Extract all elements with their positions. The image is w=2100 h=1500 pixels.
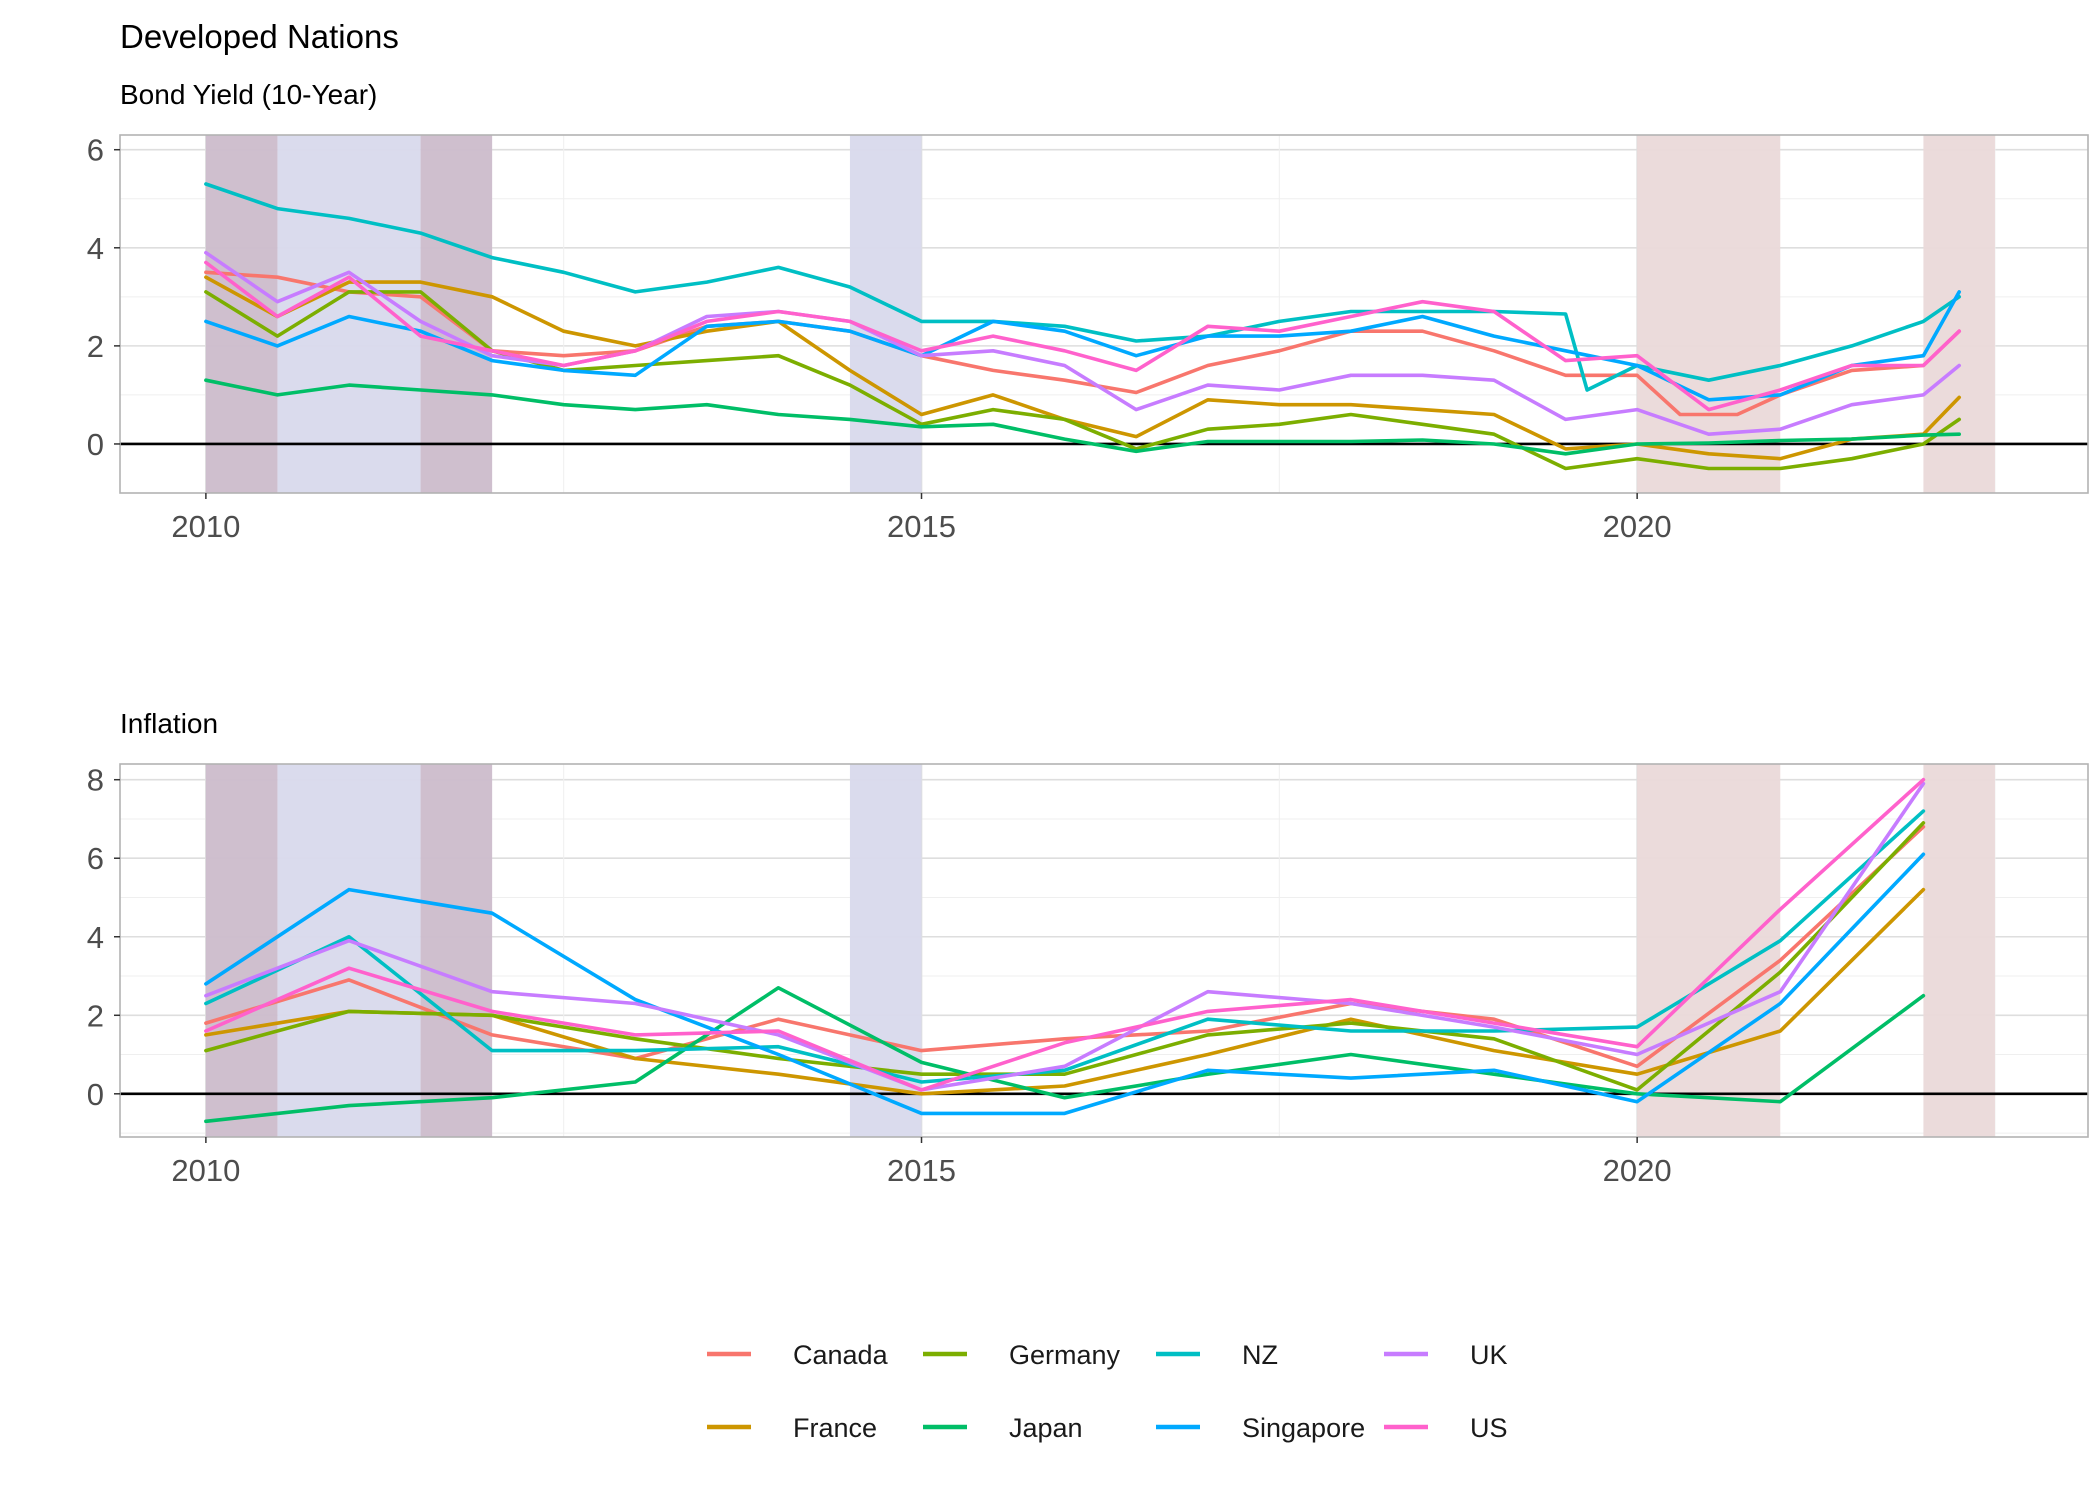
shaded-periods — [205, 764, 1995, 1137]
x-tick-label: 2015 — [887, 509, 956, 544]
legend-label: France — [793, 1413, 877, 1443]
legend-label: Japan — [1009, 1413, 1083, 1443]
series-line-uk — [204, 250, 1961, 436]
legend-label: US — [1470, 1413, 1508, 1443]
series-line-france — [204, 275, 1961, 461]
shade-mixed — [420, 135, 493, 493]
series-line-uk — [204, 781, 1926, 1092]
legend-item-germany: Germany — [923, 1340, 1121, 1370]
panel-1: 0 2 4 6 8 2010 2015 2020 — [87, 763, 2089, 1188]
legend: Canada France Germany Japan NZ Singapore UK US — [707, 1340, 1508, 1443]
legend-label: NZ — [1242, 1340, 1278, 1370]
legend-item-canada: Canada — [707, 1340, 889, 1370]
panel-0: 0 2 4 6 2010 2015 2020 — [87, 133, 2089, 544]
legend-item-uk: UK — [1384, 1340, 1508, 1370]
series-line-germany — [204, 821, 1926, 1092]
shade-red — [1637, 764, 1781, 1137]
y-tick-label: 0 — [87, 1077, 104, 1112]
shade-mixed — [420, 764, 493, 1137]
legend-item-nz: NZ — [1156, 1340, 1278, 1370]
y-tick-label: 8 — [87, 763, 104, 798]
y-tick-label: 2 — [87, 998, 104, 1033]
y-tick-label: 4 — [87, 920, 104, 955]
x-tick-label: 2010 — [171, 509, 240, 544]
series-line-nz — [204, 809, 1926, 1084]
y-tick-label: 2 — [87, 329, 104, 364]
series-line-singapore — [204, 852, 1926, 1116]
y-tick-label: 6 — [87, 841, 104, 876]
y-tick-label: 0 — [87, 427, 104, 462]
x-tick-label: 2020 — [1603, 1153, 1672, 1188]
shade-blue — [849, 135, 922, 493]
panel-title-inflation: Inflation — [120, 708, 218, 739]
x-tick-label: 2010 — [171, 1153, 240, 1188]
legend-item-singapore: Singapore — [1156, 1413, 1365, 1443]
panel-border — [119, 134, 2089, 494]
series-line-nz — [204, 182, 1961, 392]
legend-label: Germany — [1009, 1340, 1121, 1370]
panels-layer: 0 2 4 6 2010 2015 2020 0 2 4 6 8 2010 2015 2020 — [87, 133, 2089, 1188]
series-line-canada — [204, 825, 1926, 1069]
series-line-japan — [204, 378, 1961, 456]
legend-label: Singapore — [1242, 1413, 1365, 1443]
shade-red — [1923, 764, 1995, 1137]
series-line-japan — [204, 986, 1926, 1124]
x-tick-label: 2020 — [1603, 509, 1672, 544]
series-line-canada — [204, 270, 1961, 417]
panel-title-bond-yield: Bond Yield (10-Year) — [120, 79, 377, 110]
series-line-us — [204, 777, 1926, 1092]
shaded-periods — [205, 135, 1995, 493]
y-tick-label: 4 — [87, 231, 104, 266]
legend-item-us: US — [1384, 1413, 1508, 1443]
legend-item-france: France — [707, 1413, 877, 1443]
panel-border — [119, 763, 2089, 1138]
legend-label: Canada — [793, 1340, 889, 1370]
shade-mixed — [205, 764, 278, 1137]
series-lines — [204, 182, 1961, 471]
y-tick-label: 6 — [87, 133, 104, 168]
shade-blue — [277, 764, 421, 1137]
x-tick-label: 2015 — [887, 1153, 956, 1188]
shade-blue — [277, 135, 421, 493]
series-line-singapore — [204, 290, 1961, 402]
shade-red — [1637, 135, 1781, 493]
figure-title: Developed Nations — [120, 18, 399, 55]
series-line-us — [204, 260, 1961, 412]
legend-item-japan: Japan — [923, 1413, 1083, 1443]
series-lines — [204, 777, 1926, 1124]
legend-label: UK — [1470, 1340, 1508, 1370]
